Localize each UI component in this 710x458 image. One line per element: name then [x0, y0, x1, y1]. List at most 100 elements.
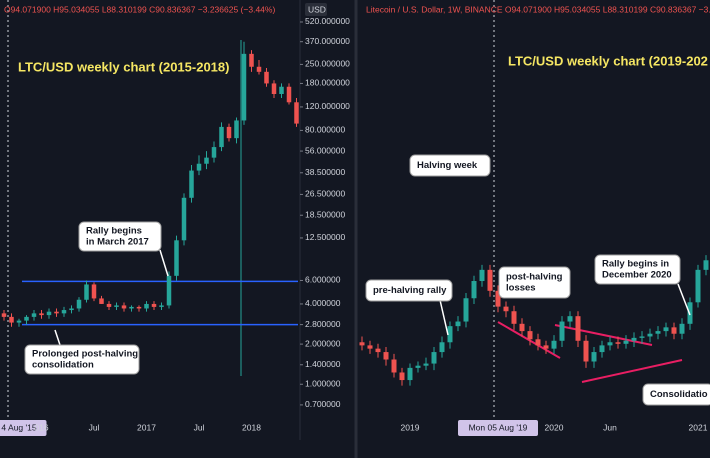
- callout-box: [594, 254, 681, 285]
- candle-body: [679, 323, 685, 334]
- candle-body: [439, 342, 445, 353]
- unit-box: [305, 3, 327, 16]
- candle-body: [583, 340, 589, 362]
- callout-text: Prolonged post-halving: [32, 349, 138, 360]
- candle-body: [189, 170, 194, 198]
- candle-body: [671, 327, 677, 334]
- candle-body: [294, 102, 299, 124]
- y-tick-label: 56.000000: [305, 145, 345, 155]
- callout-pointer: [677, 283, 691, 316]
- marks: [1, 21, 709, 406]
- y-tick-label: 370.000000: [305, 36, 350, 46]
- candle-body: [219, 126, 224, 148]
- candle-body: [543, 345, 549, 349]
- x-tick-label: 2018: [242, 422, 261, 432]
- callout-text: post-halving: [506, 272, 563, 283]
- candle-body: [663, 327, 669, 332]
- y-tick-label: 26.500000: [305, 189, 345, 199]
- candle-body: [279, 86, 284, 94]
- candle-body: [647, 333, 653, 337]
- callout-text: consolidation: [32, 360, 94, 371]
- callout-box: [78, 221, 162, 252]
- candle-body: [623, 340, 629, 344]
- candle-body: [91, 284, 97, 299]
- candle-body: [76, 299, 82, 309]
- candle-body: [415, 365, 421, 368]
- candle-body: [106, 303, 112, 307]
- callout-text: Rally begins: [86, 226, 142, 237]
- candle-body: [471, 281, 477, 299]
- y-tick-label: 80.000000: [305, 125, 345, 135]
- y-tick-label: 120.000000: [305, 101, 350, 111]
- candle-body: [551, 340, 557, 349]
- candle-body: [455, 321, 461, 327]
- candle-body: [136, 306, 142, 309]
- candle-body: [599, 345, 605, 353]
- candle-body: [151, 303, 157, 307]
- candle-body: [503, 306, 509, 312]
- candle-body: [99, 298, 104, 304]
- candle-body: [196, 163, 202, 171]
- x-tick-label: 4 Aug '15: [1, 422, 36, 432]
- callout-text: December 2020: [602, 270, 672, 281]
- x-highlight: [0, 420, 47, 436]
- candle-body: [487, 269, 493, 291]
- candle-body: [375, 348, 381, 353]
- callout-box: [642, 383, 710, 406]
- y-tick-label: 4.000000: [305, 298, 341, 308]
- candle-body: [447, 326, 453, 343]
- candle-body: [695, 269, 701, 303]
- callout-box: [498, 266, 571, 299]
- y-tick-label: 180.000000: [305, 78, 350, 88]
- trend-line: [581, 359, 683, 383]
- callout-text: in March 2017: [86, 237, 149, 248]
- callout-pointer: [54, 329, 61, 346]
- candle-body: [286, 86, 292, 103]
- y-tick-label: 2.800000: [305, 319, 341, 329]
- candle-body: [359, 342, 365, 346]
- candle-body: [46, 311, 52, 316]
- candle-body: [241, 53, 247, 121]
- y-tick-label: 6.000000: [305, 275, 341, 285]
- candle-body: [559, 321, 565, 341]
- x-tick-label: 016: [34, 422, 48, 432]
- callout-pointer: [159, 249, 169, 277]
- candle-body: [114, 305, 119, 307]
- candle-body: [703, 260, 709, 270]
- candle-body: [181, 197, 187, 241]
- overlay: O94.071900 H95.034055 L88.310199 C90.836…: [0, 3, 710, 436]
- candle-body: [9, 316, 14, 323]
- y-tick-label: 1.000000: [305, 379, 341, 389]
- candle-body: [567, 316, 573, 322]
- x-tick-label: Mon 05 Aug '19: [469, 422, 528, 432]
- candle-body: [69, 308, 74, 311]
- candle-body: [204, 157, 209, 164]
- candle-body: [615, 342, 621, 344]
- candle-body: [24, 316, 29, 321]
- candle-body: [631, 337, 637, 341]
- candle-body: [226, 126, 232, 139]
- candle-body: [407, 367, 413, 381]
- unit-label: USD: [308, 4, 326, 14]
- candle-body: [607, 342, 613, 346]
- candle-body: [61, 310, 67, 314]
- header: Litecoin / U.S. Dollar, 1W, BINANCE O94.…: [366, 4, 710, 14]
- callout-text: pre-halving rally: [373, 285, 447, 296]
- chart-title: LTC/USD weekly chart (2019-202: [508, 53, 708, 68]
- candle-body: [367, 345, 373, 349]
- candle-body: [174, 240, 179, 276]
- candle-body: [84, 284, 89, 300]
- candle-body: [463, 298, 469, 322]
- candle-body: [54, 311, 59, 314]
- candle-body: [31, 313, 37, 317]
- candle-body: [16, 320, 22, 323]
- candle-body: [591, 352, 597, 362]
- candle-body: [527, 331, 533, 340]
- callout-box: [24, 344, 140, 375]
- candle-body: [431, 352, 437, 364]
- y-tick-label: 38.500000: [305, 167, 345, 177]
- x-tick-label: 2019: [401, 422, 420, 432]
- candle-body: [383, 352, 389, 360]
- candle-body: [121, 305, 127, 309]
- candle-body: [256, 66, 262, 72]
